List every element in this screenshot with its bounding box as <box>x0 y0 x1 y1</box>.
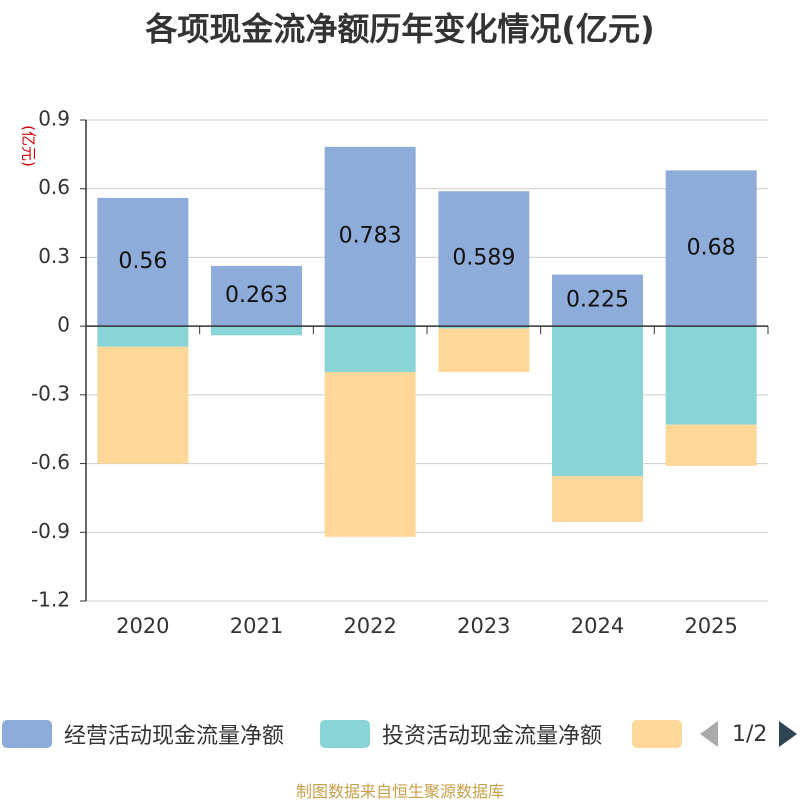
data-label-2022: 0.783 <box>339 223 402 248</box>
prev-page-icon[interactable] <box>700 721 718 747</box>
legend-item-financing[interactable] <box>632 716 682 752</box>
bar-2022-series-2[interactable] <box>324 371 416 537</box>
legend-page-indicator: 1/2 <box>732 721 768 747</box>
bar-2021-series-1[interactable] <box>211 326 302 336</box>
x-tick-label: 2020 <box>116 614 169 638</box>
data-label-2021: 0.263 <box>225 283 288 308</box>
y-tick-label: -0.3 <box>31 381 70 405</box>
bars <box>97 146 757 537</box>
legend-swatch-operating <box>2 720 52 748</box>
x-tick-label: 2021 <box>230 614 283 638</box>
bar-chart: 0.9 0.6 0.3 0 -0.3 -0.6 -0.9 -1.2 2020 2021 2022 20… <box>20 107 769 639</box>
legend-item-investing[interactable]: 投资活动现金流量净额 <box>320 716 602 752</box>
y-axis-label: (亿元) <box>20 125 38 167</box>
bar-2024-series-2[interactable] <box>552 476 643 522</box>
y-tick-label: -1.2 <box>31 588 70 612</box>
source-note: 制图数据来自恒生聚源数据库 <box>295 782 504 801</box>
bar-2023-series-0[interactable] <box>438 191 530 327</box>
legend-item-operating[interactable]: 经营活动现金流量净额 <box>2 716 284 752</box>
bar-2023-series-1[interactable] <box>438 326 530 329</box>
next-page-icon[interactable] <box>779 721 798 747</box>
chart-title: 各项现金流净额历年变化情况(亿元) <box>145 10 655 48</box>
y-tick-label: 0.9 <box>38 107 70 131</box>
data-label-2025: 0.68 <box>687 235 736 260</box>
bar-2025-series-1[interactable] <box>665 326 757 425</box>
x-tick-label: 2023 <box>457 614 510 638</box>
legend-label-investing: 投资活动现金流量净额 <box>382 724 603 749</box>
y-tick-label: 0.3 <box>38 244 70 268</box>
bar-2022-series-1[interactable] <box>324 326 416 372</box>
y-tick-label: 0.6 <box>38 175 70 199</box>
legend-swatch-financing <box>632 720 682 748</box>
bar-2024-series-0[interactable] <box>552 274 643 327</box>
bar-2023-series-2[interactable] <box>438 328 530 372</box>
legend-label-operating: 经营活动现金流量净额 <box>64 724 285 749</box>
data-label-2024: 0.225 <box>566 287 629 312</box>
bar-2022-series-0[interactable] <box>324 146 416 327</box>
bar-2024-series-1[interactable] <box>552 326 643 477</box>
bar-2025-series-0[interactable] <box>665 170 757 327</box>
data-labels: 0.56 0.263 0.783 0.589 0.225 0.68 <box>118 223 735 312</box>
x-tick-label: 2025 <box>684 614 737 638</box>
legend-swatch-investing <box>320 720 370 748</box>
y-tick-label: -0.6 <box>31 450 70 474</box>
axes <box>80 119 769 602</box>
tick-labels: 0.9 0.6 0.3 0 -0.3 -0.6 -0.9 -1.2 2020 2021 2022 20… <box>31 107 738 639</box>
legend-pager: 1/2 <box>700 716 798 752</box>
y-tick-label: 0 <box>57 313 70 337</box>
x-tick-label: 2024 <box>571 614 624 638</box>
bar-2025-series-2[interactable] <box>665 424 757 466</box>
bar-2020-series-1[interactable] <box>97 326 189 347</box>
data-label-2020: 0.56 <box>118 249 167 274</box>
y-tick-label: -0.9 <box>31 519 70 543</box>
bar-2020-series-2[interactable] <box>97 346 189 464</box>
data-label-2023: 0.589 <box>452 246 515 271</box>
x-tick-label: 2022 <box>343 614 396 638</box>
bar-2020-series-0[interactable] <box>97 197 189 327</box>
legend: 经营活动现金流量净额 投资活动现金流量净额 1/2 <box>0 716 800 752</box>
bar-2021-series-0[interactable] <box>211 265 302 327</box>
